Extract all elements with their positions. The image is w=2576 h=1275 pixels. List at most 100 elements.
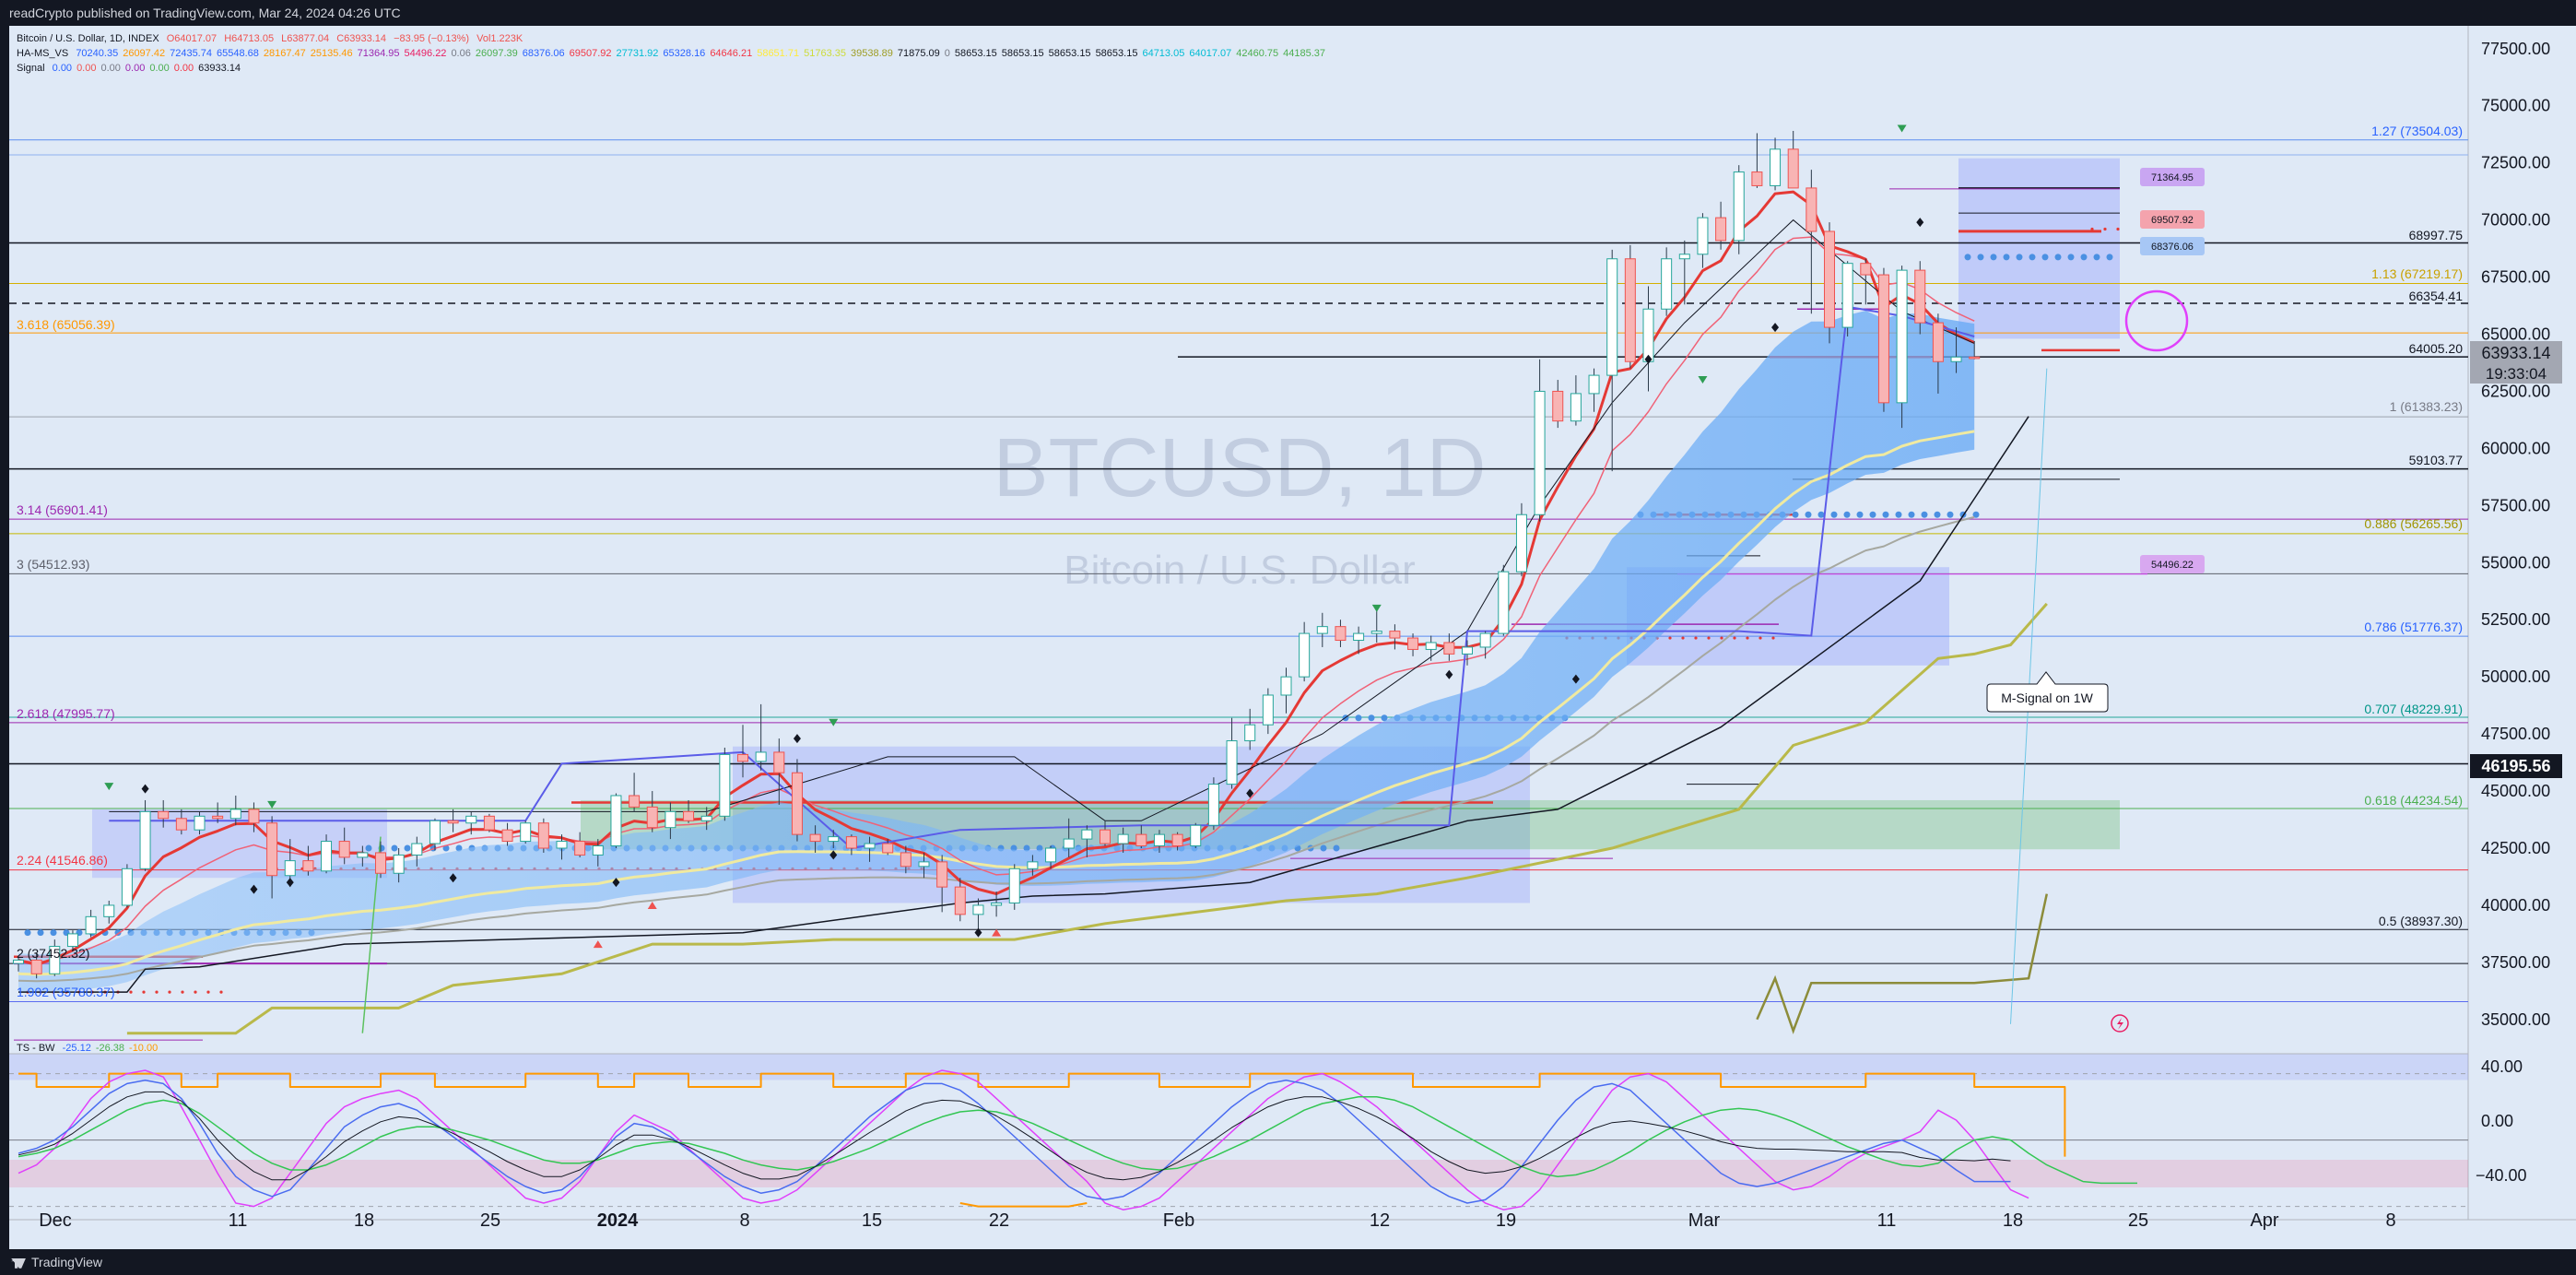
candle-body: [1425, 642, 1437, 650]
candle-body: [1027, 861, 1039, 869]
dotted-line-48200: [1355, 714, 1362, 722]
candle-body: [1661, 258, 1673, 310]
footer-brand: TradingView: [31, 1255, 103, 1269]
price-axis[interactable]: [2468, 26, 2576, 1249]
legend-ha-value: 71875.09: [897, 48, 940, 59]
dotted-line-68376: [1964, 254, 1971, 261]
peak-marker: [1246, 788, 1254, 798]
candle-body: [1171, 833, 1183, 847]
candle-body: [1570, 393, 1582, 422]
dotted-line-57100: [1947, 511, 1954, 518]
candle-body: [700, 815, 712, 821]
peak-marker: [1916, 218, 1924, 228]
green-down-marker: [104, 783, 114, 791]
osc-magenta-line: [18, 1069, 2029, 1210]
olive-line: [126, 602, 2048, 1035]
legend-signal-value: 0.00: [76, 63, 97, 74]
candle-body: [629, 795, 641, 808]
legend-signal-value: 0.00: [52, 63, 73, 74]
candle-body: [212, 815, 224, 820]
candle-body: [302, 860, 314, 872]
dotted-line-57100: [1805, 511, 1812, 518]
legend-ha-value: 58651.71: [757, 48, 800, 59]
legend-ha-value: 64646.21: [710, 48, 753, 59]
candle-body: [1353, 632, 1365, 642]
trough-marker: [1445, 669, 1453, 679]
fib-labels-right: 1.27 (73504.03) 1.13 (67219.17) 1 (61383…: [2364, 124, 2463, 928]
dotted-line-42500: [1036, 844, 1043, 852]
trough-marker: [250, 884, 258, 894]
fib-label-2: 2 (37452.32): [17, 946, 89, 961]
fib-label-127: 1.27 (73504.03): [2371, 124, 2463, 138]
time-label-15: 15: [862, 1210, 882, 1231]
osc-lower-band-fill: [9, 1160, 2468, 1187]
oscillator-pane-background[interactable]: [9, 1054, 2468, 1220]
candle-body: [1877, 274, 1889, 404]
candle-body: [1280, 676, 1292, 696]
legend-symbol-name: Bitcoin / U.S. Dollar, 1D, INDEX: [17, 33, 159, 44]
candle-body: [845, 836, 857, 849]
dotted-line-36200: [194, 990, 197, 994]
candle-body: [556, 841, 568, 849]
candle-body: [175, 818, 187, 831]
dotted-line-51700: [1759, 636, 1762, 640]
dotted-line-69600: [2116, 227, 2120, 231]
price-axis-label: 47500.00: [2481, 725, 2550, 743]
candle-body: [520, 822, 532, 843]
current-price-badge: [2470, 341, 2562, 384]
m-signal-callout[interactable]: M-Signal on 1W: [1986, 671, 2109, 713]
peak-marker: [141, 784, 149, 794]
candle-body: [266, 822, 278, 877]
dotted-line-57100: [1817, 511, 1825, 518]
candle-body: [1678, 254, 1690, 260]
time-axis[interactable]: [9, 1220, 2576, 1249]
candle-body: [1969, 356, 1981, 360]
candle-body: [1787, 148, 1799, 189]
price-axis-label: 75000.00: [2481, 97, 2550, 115]
candle-body: [1479, 632, 1491, 648]
legend-close: C63933.14: [336, 33, 387, 44]
price-axis-label: 50000.00: [2481, 667, 2550, 686]
price-axis-labels: 77500.00 75000.00 72500.00 70000.00 67500.00…: [2481, 40, 2550, 1029]
legend-signal-value: 63933.14: [198, 63, 241, 74]
legend-ha-value: 71364.95: [357, 48, 400, 59]
time-label-18: 18: [354, 1210, 374, 1231]
candle-body: [574, 841, 586, 856]
price-axis-label: 67500.00: [2481, 268, 2550, 287]
tag-54496: [2140, 555, 2205, 573]
chart-canvas[interactable]: BTCUSD, 1D Bitcoin / U.S. Dollar 3.618 (…: [0, 26, 2576, 1249]
blue-boundary-line: [109, 305, 1975, 850]
dotted-line-36200: [181, 990, 184, 994]
candle-body: [1226, 740, 1238, 785]
dotted-line-42500: [1333, 844, 1340, 852]
dotted-line-57100: [1830, 511, 1838, 518]
dotted-line-57100: [1882, 511, 1889, 518]
dotted-line-69600: [2090, 227, 2094, 231]
candles-layer: [13, 130, 1981, 979]
candle-body: [1841, 263, 1853, 328]
candle-body: [864, 843, 876, 849]
candle-body: [1262, 694, 1274, 726]
candle-body: [972, 904, 984, 915]
fib-label-0886: 0.886 (56265.56): [2364, 516, 2463, 531]
dotted-line-57100: [1856, 511, 1864, 518]
legend-ha-name: HA-MS_VS: [17, 48, 69, 59]
candle-body: [501, 829, 513, 843]
time-axis-labels: Dec 11 18 25 2024 8 15 22 Feb 12 19 Mar …: [39, 1210, 2395, 1231]
dotted-line-68376: [2067, 254, 2075, 261]
time-label-25: 25: [480, 1210, 500, 1231]
candle-body: [809, 833, 821, 843]
legend-ha-value: 27731.92: [616, 48, 659, 59]
candle-body: [1770, 148, 1782, 186]
tag-71364: [2140, 168, 2205, 186]
dotted-line-57100: [1972, 511, 1980, 518]
lightning-icon[interactable]: [2111, 1014, 2129, 1033]
legend-ha-value: 28167.47: [263, 48, 306, 59]
candle-body: [1624, 258, 1636, 362]
dotted-line-38800: [50, 929, 57, 937]
candle-body: [158, 810, 170, 820]
oscillator-legend-value: -26.38: [95, 1043, 125, 1054]
dotted-line-51700: [1746, 636, 1749, 640]
legend-signal-value: 0.00: [124, 63, 146, 74]
candle-body: [1370, 631, 1382, 634]
